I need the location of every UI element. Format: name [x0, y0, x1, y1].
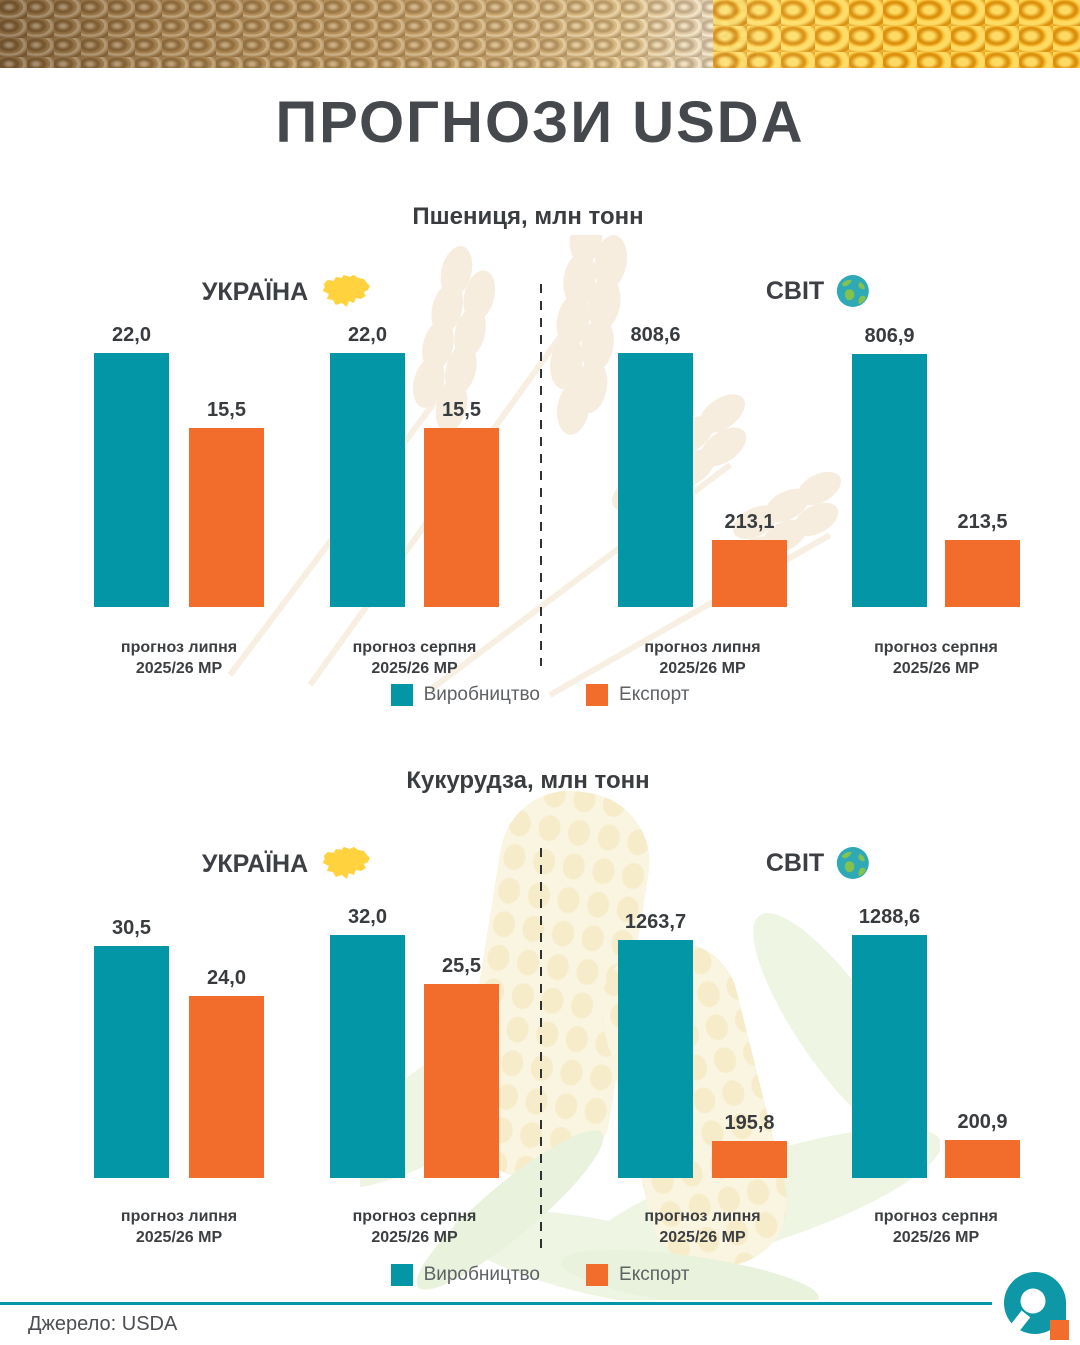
- source-credit: Джерело: USDA: [28, 1313, 178, 1335]
- export-swatch: [586, 684, 609, 706]
- production-bar: [618, 940, 693, 1178]
- export-bar: [424, 984, 499, 1178]
- production-swatch: [390, 1264, 413, 1286]
- corn-world-header: СВІТ: [766, 846, 870, 880]
- export-bar: [189, 996, 264, 1178]
- corn-chart-title: Кукурудза, млн тонн: [406, 767, 650, 794]
- globe-icon: [837, 275, 870, 307]
- category-label: прогноз серпня 2025/26 МР: [352, 1208, 477, 1246]
- bar-value-label: 22,0: [348, 324, 387, 346]
- export-swatch: [586, 1264, 609, 1286]
- ukraine-map-flag-icon: [323, 275, 371, 307]
- production-bar: [330, 935, 405, 1178]
- export-bar: [424, 428, 499, 607]
- production-bar: [330, 353, 405, 607]
- export-bar: [945, 1140, 1020, 1178]
- category-label: прогноз серпня 2025/26 МР: [874, 1208, 998, 1246]
- bar-value-label: 200,9: [957, 1111, 1008, 1133]
- wheat-divider-dashed-line: [540, 284, 542, 666]
- corn-legend: Виробництво Експорт: [0, 1264, 1080, 1286]
- bar-value-label: 1288,6: [858, 906, 921, 928]
- category-label: прогноз липня 2025/26 МР: [120, 1208, 238, 1246]
- wheat-chart-title: Пшениця, млн тонн: [412, 203, 644, 230]
- wheat-legend: Виробництво Експорт: [0, 684, 1080, 706]
- category-label: прогноз серпня 2025/26 МР: [352, 639, 477, 677]
- bar-value-label: 806,9: [864, 325, 915, 347]
- bar-value-label: 808,6: [630, 324, 681, 346]
- ukraine-map-flag-icon: [323, 847, 371, 879]
- bar-value-label: 30,5: [112, 917, 151, 939]
- production-bar: [852, 935, 927, 1178]
- corn-ukraine-header: УКРАЇНА: [202, 844, 372, 884]
- bar-value-label: 15,5: [442, 399, 481, 421]
- export-bar: [945, 540, 1020, 607]
- category-label: прогноз липня 2025/26 МР: [644, 1208, 761, 1246]
- production-swatch: [390, 684, 413, 706]
- legend-item-export: Експорт: [586, 684, 689, 706]
- bar-value-label: 213,5: [957, 511, 1008, 533]
- category-label: прогноз липня 2025/26 МР: [644, 639, 761, 677]
- wheat-ukraine-header: УКРАЇНА: [202, 272, 372, 312]
- bar-value-label: 25,5: [442, 955, 481, 977]
- wheat-grains-texture: [0, 0, 756, 68]
- brand-logo: [1004, 1272, 1069, 1340]
- category-label: прогноз липня 2025/26 МР: [120, 639, 238, 677]
- page-title: ПРОГНОЗИ USDA: [275, 90, 805, 155]
- category-label: прогноз серпня 2025/26 МР: [874, 639, 998, 677]
- bar-value-label: 213,1: [724, 511, 775, 533]
- production-legend-label: Виробництво: [423, 684, 541, 705]
- legend-item-export: Експорт: [586, 1264, 689, 1286]
- wheat-world-header: СВІТ: [766, 274, 870, 308]
- corn-kernels-texture: [712, 0, 1080, 68]
- footer-divider-rule: [0, 1302, 992, 1305]
- wheat-ukraine-label: УКРАЇНА: [201, 277, 309, 306]
- production-bar: [94, 946, 169, 1178]
- corn-world-label: СВІТ: [765, 848, 825, 877]
- legend-item-production: Виробництво: [390, 1264, 541, 1286]
- production-legend-label: Виробництво: [423, 1264, 541, 1285]
- corn-divider-dashed-line: [540, 848, 542, 1248]
- corn-ukraine-label: УКРАЇНА: [201, 849, 309, 878]
- export-bar: [712, 1141, 787, 1178]
- bar-value-label: 15,5: [207, 399, 246, 421]
- bar-value-label: 22,0: [112, 324, 151, 346]
- bar-value-label: 1263,7: [624, 911, 687, 933]
- bar-value-label: 195,8: [724, 1112, 775, 1134]
- bar-value-label: 24,0: [207, 967, 246, 989]
- legend-item-production: Виробництво: [390, 684, 541, 706]
- export-legend-label: Експорт: [619, 1264, 690, 1285]
- export-legend-label: Експорт: [619, 684, 690, 705]
- bar-value-label: 32,0: [348, 906, 387, 928]
- production-bar: [94, 353, 169, 607]
- export-bar: [712, 540, 787, 607]
- globe-icon: [837, 847, 870, 879]
- production-bar: [618, 353, 693, 607]
- grain-photo-banner: [0, 0, 1080, 68]
- production-bar: [852, 354, 927, 607]
- export-bar: [189, 428, 264, 607]
- wheat-world-label: СВІТ: [765, 276, 825, 305]
